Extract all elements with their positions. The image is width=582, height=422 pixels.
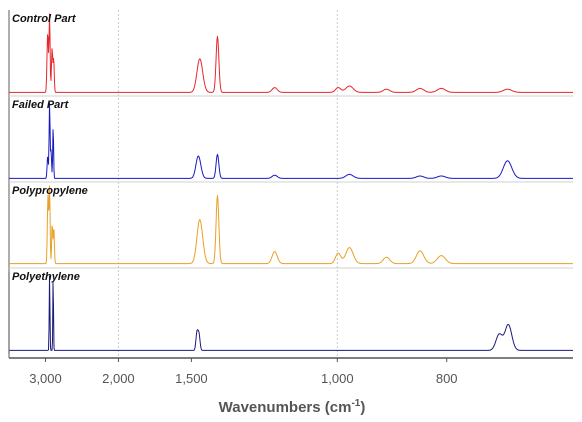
series-label: Control Part: [12, 13, 77, 25]
vertical-gridlines: [117, 10, 338, 358]
x-tick-label: 1,000: [321, 371, 354, 386]
x-tick-label: 2,000: [102, 371, 135, 386]
x-tick-label: 3,000: [29, 371, 62, 386]
spectrum-line: [9, 102, 573, 179]
x-tick-label: 1,500: [175, 371, 208, 386]
x-axis: 3,000 2,000 1,500 1,000 800: [8, 272, 573, 386]
series-label: Failed Part: [12, 99, 70, 111]
panel-control-part: Control Part: [8, 10, 573, 96]
spectrum-line: [9, 275, 573, 351]
panel-polyethylene: Polyethylene: [8, 267, 573, 354]
series-label: Polyethylene: [12, 271, 80, 283]
series-label: Polypropylene: [12, 185, 88, 197]
spectrum-line: [9, 13, 573, 93]
panel-polypropylene: Polypropylene: [8, 181, 573, 268]
spectra-panels: Control Part Failed Part Polypropylene Poly…: [8, 10, 573, 354]
x-axis-title: Wavenumbers (cm-1): [219, 398, 366, 416]
x-tick-label: 800: [436, 371, 458, 386]
panel-failed-part: Failed Part: [8, 95, 573, 182]
spectrum-line: [9, 185, 573, 265]
